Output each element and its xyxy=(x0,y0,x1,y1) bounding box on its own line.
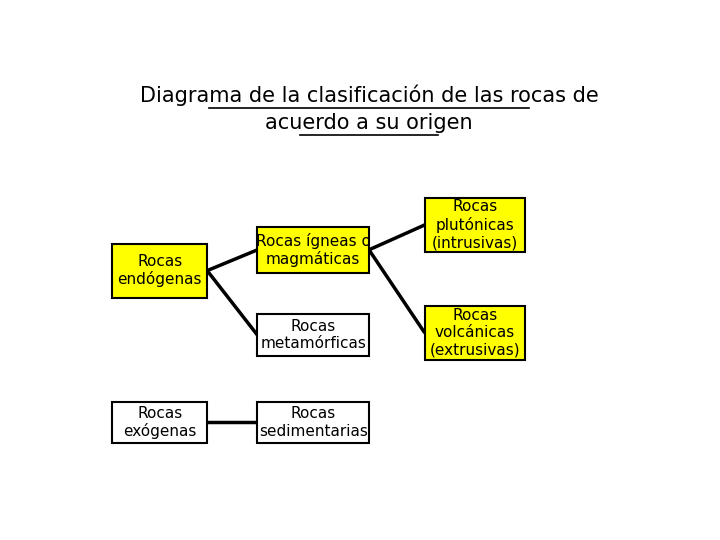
FancyBboxPatch shape xyxy=(258,402,369,443)
Text: Rocas
exógenas: Rocas exógenas xyxy=(123,406,197,439)
FancyBboxPatch shape xyxy=(112,244,207,298)
FancyBboxPatch shape xyxy=(258,227,369,273)
Text: Rocas
volcánicas
(extrusivas): Rocas volcánicas (extrusivas) xyxy=(430,308,521,358)
Text: Rocas
endógenas: Rocas endógenas xyxy=(117,254,202,287)
FancyBboxPatch shape xyxy=(258,314,369,356)
Text: Rocas
metamórficas: Rocas metamórficas xyxy=(260,319,366,351)
Text: Rocas
plutónicas
(intrusivas): Rocas plutónicas (intrusivas) xyxy=(432,199,518,251)
FancyBboxPatch shape xyxy=(112,402,207,443)
FancyBboxPatch shape xyxy=(425,306,526,360)
Text: acuerdo a su origen: acuerdo a su origen xyxy=(265,113,473,133)
Text: Rocas ígneas o
magmáticas: Rocas ígneas o magmáticas xyxy=(256,233,371,267)
Text: Rocas
sedimentarias: Rocas sedimentarias xyxy=(258,406,368,438)
FancyBboxPatch shape xyxy=(425,198,526,252)
Text: Diagrama de la clasificación de las rocas de: Diagrama de la clasificación de las roca… xyxy=(140,85,598,106)
